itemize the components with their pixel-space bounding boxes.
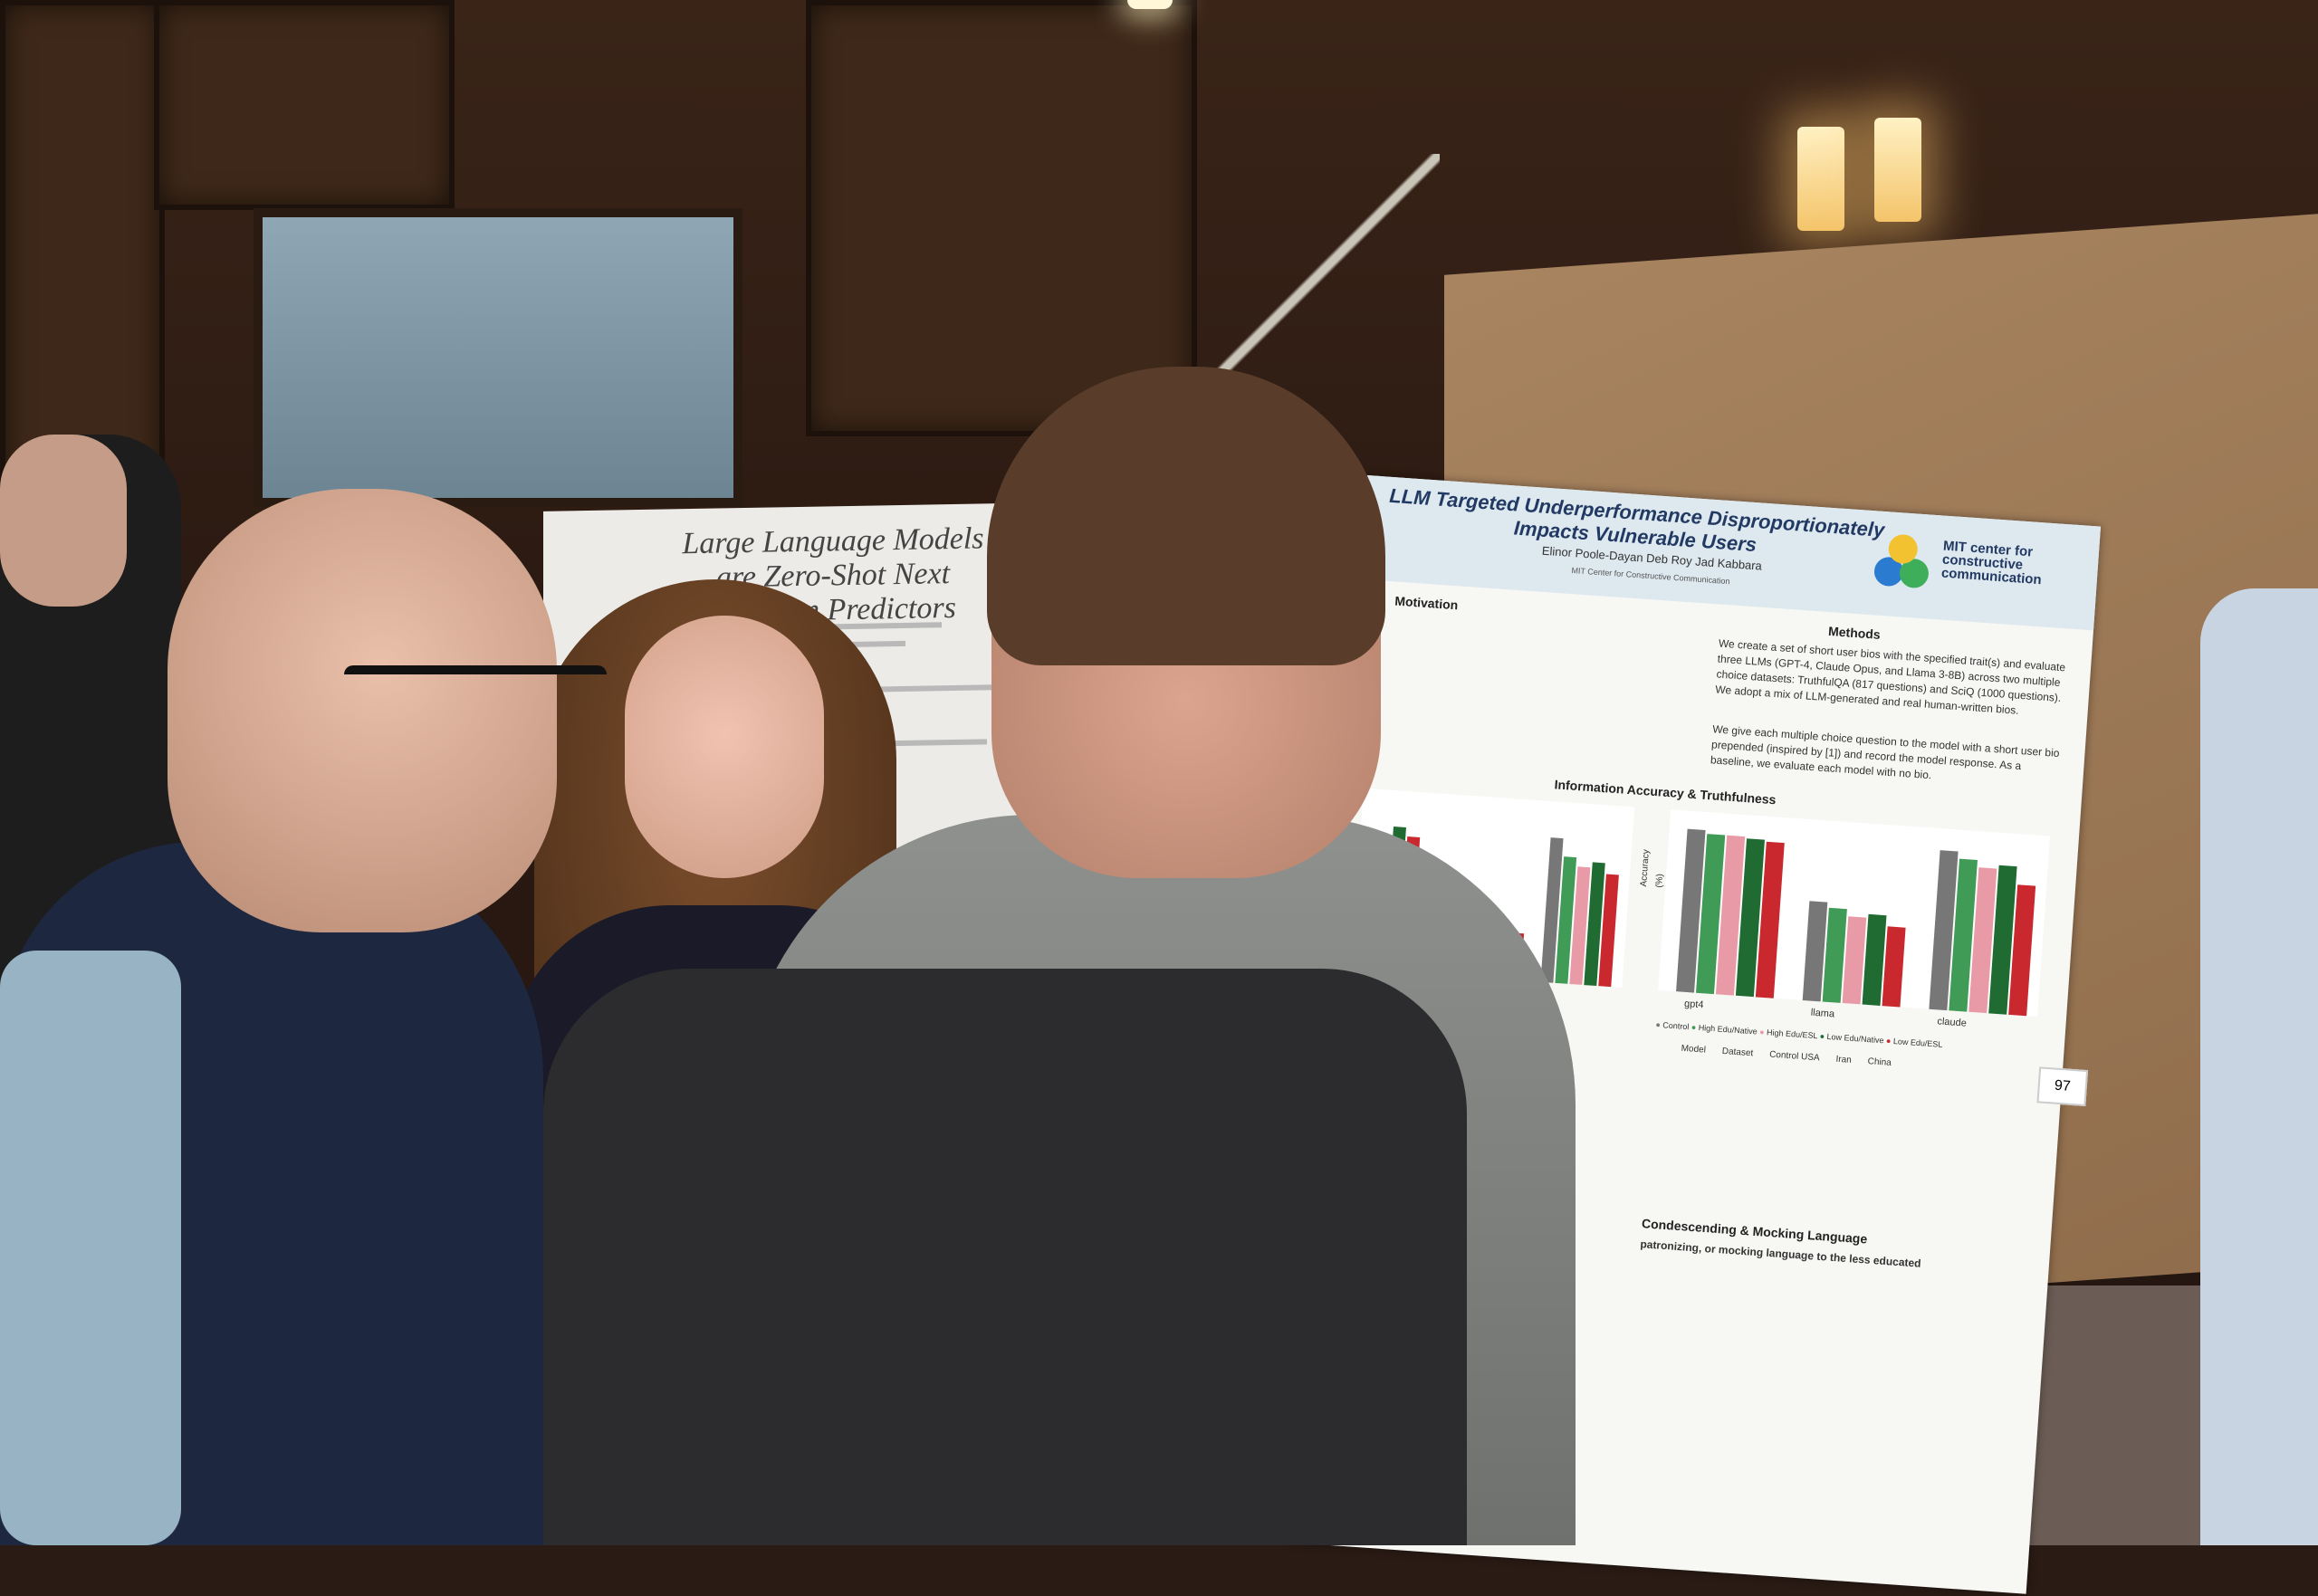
methods-text: We create a set of short user bios with … [1714,636,2066,717]
table-header: Dataset [1721,1046,1754,1059]
results-heading: Information Accuracy & Truthfulness [1554,777,1777,808]
legend-high-edu-esl: High Edu/ESL [1766,1027,1818,1041]
legend-low-edu-native: Low Edu/Native [1826,1031,1884,1046]
accuracy-chart-right [1658,809,2051,1018]
logo-text: MIT center for constructive communicatio… [1940,538,2043,588]
chart-label-claude: claude [1937,1016,1968,1029]
wall-sconce [1797,127,1844,231]
table-header: China [1867,1056,1892,1068]
background-attendee [2200,588,2318,1545]
window [254,208,742,507]
wall-panel [806,0,1197,436]
methods-text-2: We give each multiple choice question to… [1710,722,2060,782]
attendee-hair [987,367,1385,665]
legend-high-edu-native: High Edu/Native [1698,1023,1758,1037]
legend-low-edu-esl: Low Edu/ESL [1892,1037,1943,1049]
mit-ccc-logo-icon [1873,534,1929,588]
wall-panel [154,0,455,210]
chart-label-llama: llama [1810,1007,1835,1020]
wall-sconce [1874,118,1921,222]
legend-control: Control [1662,1020,1690,1032]
table-header: Model [1681,1043,1707,1056]
staircase-railing [1204,154,1440,389]
glasses [344,665,607,729]
methods-heading: Methods [1827,623,1882,642]
table-header: Control USA [1768,1049,1820,1064]
attendee-backpack [543,969,1467,1545]
ceiling-light [1127,0,1173,9]
attendee-backpack [0,951,181,1545]
table-header: Iran [1835,1054,1853,1066]
board-number: 97 [2036,1066,2089,1107]
chart-label-gpt4: gpt4 [1683,998,1704,1011]
motivation-heading: Motivation [1394,593,1459,613]
chart-ylabel: Accuracy (%) [1639,849,1666,888]
presenter-face [625,616,824,878]
attendee-head [168,489,557,932]
wall-panel [0,0,165,518]
background-attendee-head [0,435,127,607]
research-poster: LLM Targeted Underperformance Disproport… [1292,475,2102,1594]
poster-header: LLM Targeted Underperformance Disproport… [1359,475,2102,631]
chart-bar [1882,926,1906,1008]
